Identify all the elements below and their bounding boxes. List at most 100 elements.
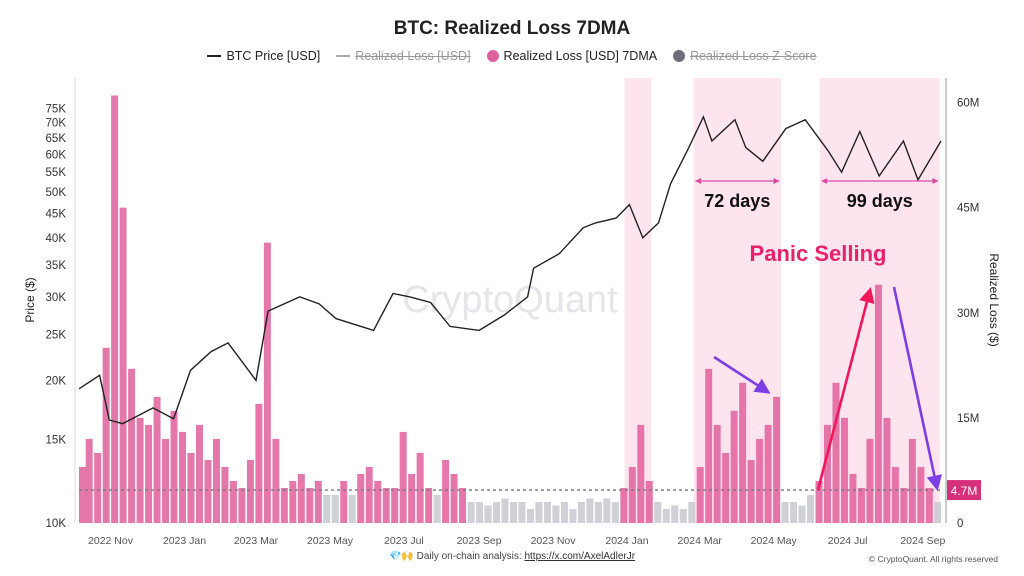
loss-bar: [331, 494, 339, 523]
loss-bar: [790, 501, 798, 523]
loss-bar: [484, 505, 492, 523]
legend-label: BTC Price [USD]: [226, 49, 321, 63]
loss-bar: [628, 466, 636, 523]
x-tick: 2024 Jul: [828, 535, 868, 547]
loss-bar: [807, 494, 815, 523]
loss-bar: [493, 501, 501, 523]
loss-bar: [416, 452, 424, 523]
loss-bar: [433, 494, 441, 523]
line-swatch-icon: [336, 55, 351, 57]
annotation-arrow: [816, 286, 875, 491]
loss-bar: [221, 466, 229, 523]
loss-bar: [306, 487, 314, 523]
loss-bar: [272, 438, 280, 523]
loss-bar: [662, 508, 670, 523]
loss-bar: [849, 473, 857, 523]
loss-bar: [170, 410, 178, 523]
legend-item[interactable]: Realized Loss Z-Score: [673, 49, 817, 63]
annotation-arrow: [892, 286, 943, 492]
legend-item[interactable]: Realized Loss [USD]: [336, 49, 471, 63]
y-right-tick: 0: [957, 518, 963, 530]
loss-bar: [255, 403, 263, 523]
loss-bar: [297, 473, 305, 523]
loss-bar: [705, 368, 713, 523]
price-line: [78, 114, 942, 425]
loss-bar: [102, 347, 110, 523]
loss-bar: [340, 480, 348, 523]
loss-bar: [128, 368, 136, 523]
loss-bar: [611, 501, 619, 523]
legend: BTC Price [USD] Realized Loss [USD] Realiz…: [0, 49, 1024, 63]
loss-bar: [229, 480, 237, 523]
legend-label: Realized Loss [USD]: [355, 49, 471, 63]
loss-bar: [560, 501, 568, 523]
x-tick: 2024 May: [751, 535, 798, 547]
loss-bar: [195, 424, 203, 523]
loss-bar: [280, 487, 288, 523]
loss-bar: [136, 417, 144, 523]
loss-bar: [382, 487, 390, 523]
loss-bar: [85, 438, 93, 523]
loss-bar: [526, 508, 534, 523]
x-tick: 2024 Jan: [605, 535, 648, 547]
loss-bar: [238, 487, 246, 523]
y-right-tick: 15M: [957, 413, 979, 425]
loss-bar: [781, 501, 789, 523]
loss-bar: [917, 466, 925, 523]
loss-bar: [79, 466, 86, 523]
y-left-tick: 60K: [46, 149, 67, 161]
loss-bar: [900, 487, 908, 523]
loss-bar: [263, 242, 271, 523]
y-left-tick: 40K: [46, 233, 67, 245]
loss-bar: [747, 459, 755, 523]
loss-bar: [399, 431, 407, 523]
loss-bar: [212, 438, 220, 523]
y-right-label: Realized Loss ($): [987, 253, 1001, 346]
current-value-badge: [947, 480, 981, 501]
loss-bar: [314, 480, 322, 523]
loss-bar: [543, 501, 551, 523]
loss-bar: [739, 382, 747, 523]
loss-bar: [832, 382, 840, 523]
loss-bar: [934, 501, 941, 523]
loss-bar: [459, 487, 467, 523]
legend-label: Realized Loss Z-Score: [690, 49, 817, 63]
loss-bar: [179, 431, 187, 523]
loss-bar: [357, 473, 365, 523]
loss-bar: [840, 417, 848, 523]
loss-bar: [764, 424, 772, 523]
loss-bar: [577, 501, 585, 523]
footer: 💎🙌 Daily on-chain analysis: https://x.co…: [0, 551, 1024, 562]
loss-bar: [866, 438, 874, 523]
chart-title: BTC: Realized Loss 7DMA: [393, 18, 631, 39]
loss-bar: [730, 410, 738, 523]
loss-bar: [722, 452, 730, 523]
legend-item[interactable]: BTC Price [USD]: [207, 49, 320, 63]
footer-link[interactable]: https://x.com/AxelAdlerJr: [524, 551, 636, 562]
loss-bar: [857, 487, 865, 523]
loss-bar: [696, 466, 704, 523]
y-left-tick: 75K: [46, 103, 67, 115]
loss-bar: [620, 487, 628, 523]
y-left-tick: 10K: [46, 518, 67, 530]
legend-item[interactable]: Realized Loss [USD] 7DMA: [486, 49, 657, 63]
loss-bar: [374, 480, 382, 523]
y-left-tick: 70K: [46, 118, 67, 130]
loss-bar: [391, 487, 399, 523]
loss-bar: [425, 487, 433, 523]
footer-text: 💎🙌 Daily on-chain analysis:: [388, 551, 525, 562]
x-tick: 2023 Mar: [234, 535, 279, 547]
y-right-tick: 60M: [957, 98, 979, 110]
y-left-label: Price ($): [23, 277, 37, 322]
dot-swatch-icon: [486, 50, 499, 62]
copyright: © CryptoQuant. All rights reserved: [868, 554, 998, 564]
loss-bar: [552, 505, 560, 523]
loss-bar: [569, 508, 577, 523]
loss-bar: [671, 505, 679, 523]
x-tick: 2022 Nov: [88, 535, 134, 547]
line-swatch-icon: [207, 55, 222, 57]
loss-bar: [654, 501, 662, 523]
x-tick: 2024 Sep: [900, 535, 945, 547]
y-left-tick: 35K: [46, 260, 67, 272]
loss-bar: [187, 452, 195, 523]
